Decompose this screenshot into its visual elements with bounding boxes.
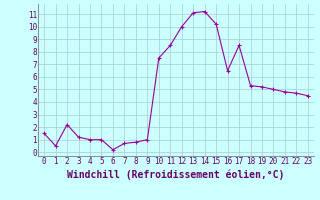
X-axis label: Windchill (Refroidissement éolien,°C): Windchill (Refroidissement éolien,°C) bbox=[67, 169, 285, 180]
